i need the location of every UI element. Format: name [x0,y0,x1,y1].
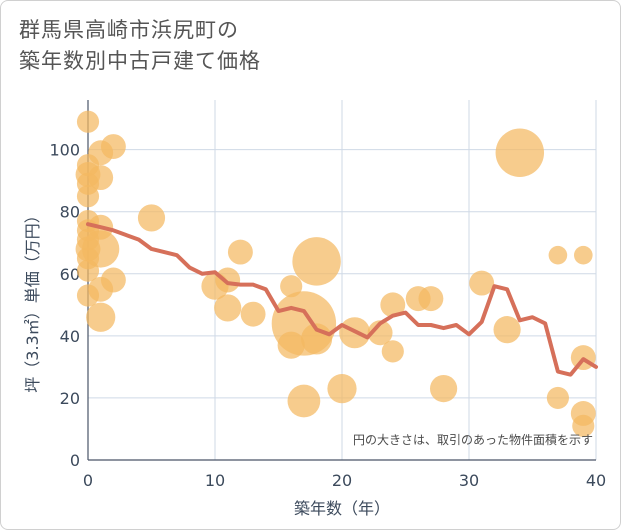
x-tick-label: 30 [459,471,479,490]
bubble-point [292,237,341,286]
y-axis-label: 坪（3.3㎡）単価（万円） [23,207,42,392]
bubble-point [430,375,458,403]
bubble-point [380,292,406,318]
bubble-point [548,245,568,265]
bubble-point [240,301,266,327]
bubble-point [76,110,100,133]
x-tick-label: 40 [586,471,606,490]
y-tick-label: 80 [60,203,80,222]
bubble-point [280,275,303,298]
y-tick-label: 20 [60,389,80,408]
bubble-point [493,316,521,344]
bubble-point [495,128,545,177]
trend-line [86,222,598,377]
bubble-point [367,320,393,346]
chart-title: 群馬県高崎市浜尻町の 築年数別中古戸建て価格 [19,15,261,77]
chart-title-line-2: 築年数別中古戸建て価格 [19,49,261,73]
bubble-point [215,267,241,293]
bubble-point [572,414,595,437]
bubble-point [418,286,444,312]
bubble-point [574,245,593,265]
bubble-point [137,204,166,232]
bubble-point [469,270,495,296]
x-tick-label: 0 [83,471,93,490]
y-tick-label: 100 [49,141,80,160]
bubble-point [287,384,321,418]
bubble-point [214,294,242,322]
bubble-size-note: 円の大きさは、取引のあった物件面積を示す [353,432,593,447]
bubble-point [100,134,126,159]
bubble-point [381,340,404,363]
bubble-point [82,230,120,268]
bubbles [75,110,596,437]
tick-labels: 0 20 40 60 80 100 0 10 20 30 40 [49,141,606,490]
x-axis-label: 築年数（年） [294,499,390,518]
bubble-point [76,185,100,208]
trend-line-group [86,222,598,377]
y-tick-label: 0 [70,451,80,470]
x-tick-label: 20 [332,471,352,490]
bubble-point [88,165,114,191]
y-tick-label: 40 [60,327,80,346]
bubble-point [86,302,116,332]
y-tick-label: 60 [60,265,80,284]
bubble-point [100,267,126,293]
bubble-point [546,386,569,410]
x-tick-label: 10 [205,471,225,490]
chart-title-line-1: 群馬県高崎市浜尻町の [19,18,239,42]
bubble-point [327,374,357,404]
bubble-point [227,239,253,265]
